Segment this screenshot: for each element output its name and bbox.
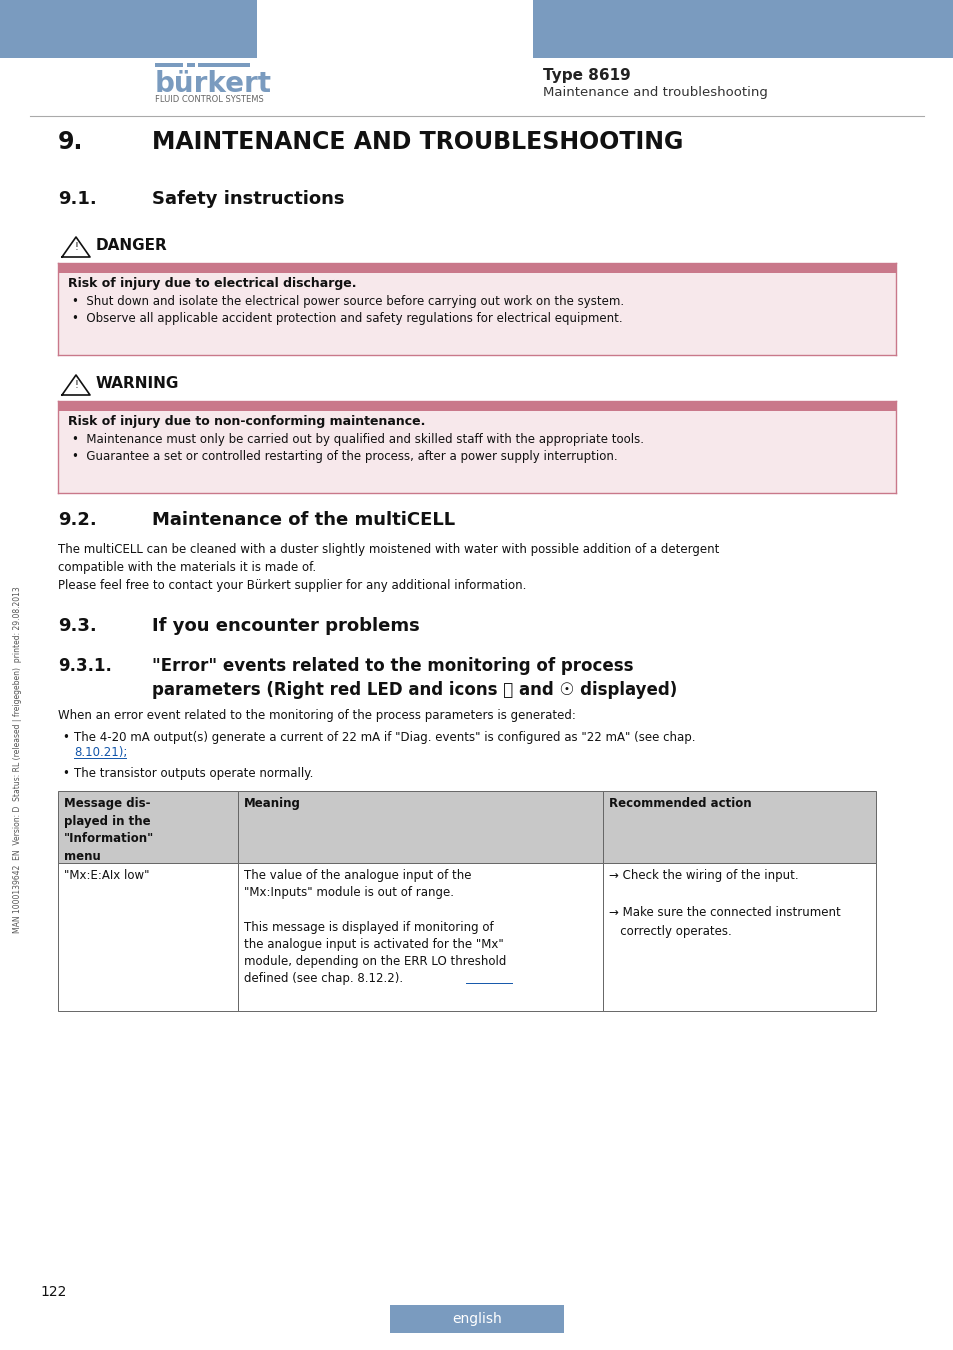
Bar [58, 791, 237, 863]
Text: Meaning: Meaning [244, 796, 300, 810]
Text: The multiCELL can be cleaned with a duster slightly moistened with water with po: The multiCELL can be cleaned with a dust… [58, 543, 719, 575]
Text: MAINTENANCE AND TROUBLESHOOTING: MAINTENANCE AND TROUBLESHOOTING [152, 130, 682, 154]
Text: Maintenance of the multiCELL: Maintenance of the multiCELL [152, 512, 455, 529]
Text: !: ! [74, 242, 78, 252]
Text: Safety instructions: Safety instructions [152, 190, 344, 208]
Bar [58, 263, 895, 273]
Text: Risk of injury due to non-conforming maintenance.: Risk of injury due to non-conforming mai… [68, 414, 425, 428]
Text: "Error" events related to the monitoring of process
parameters (Right red LED an: "Error" events related to the monitoring… [152, 657, 677, 699]
Bar [58, 273, 895, 355]
Text: The transistor outputs operate normally.: The transistor outputs operate normally. [74, 767, 313, 780]
Text: 9.1.: 9.1. [58, 190, 96, 208]
Text: Risk of injury due to electrical discharge.: Risk of injury due to electrical dischar… [68, 277, 356, 290]
Text: •  Guarantee a set or controlled restarting of the process, after a power supply: • Guarantee a set or controlled restarti… [71, 450, 617, 463]
Text: 8.10.21);: 8.10.21); [74, 747, 128, 759]
Bar [602, 863, 875, 1011]
Bar [237, 791, 602, 863]
Text: bürkert: bürkert [154, 70, 272, 99]
Bar [58, 410, 895, 493]
Text: Please feel free to contact your Bürkert supplier for any additional information: Please feel free to contact your Bürkert… [58, 579, 526, 593]
Bar [198, 63, 250, 68]
Text: The value of the analogue input of the
"Mx:Inputs" module is out of range.

This: The value of the analogue input of the "… [244, 869, 506, 985]
Text: DANGER: DANGER [96, 238, 168, 252]
Text: 9.3.: 9.3. [58, 617, 96, 634]
Text: 122: 122 [40, 1285, 67, 1299]
Text: 9.3.1.: 9.3.1. [58, 657, 112, 675]
Text: "Mx:E:AIx low": "Mx:E:AIx low" [64, 869, 150, 882]
Text: •  Shut down and isolate the electrical power source before carrying out work on: • Shut down and isolate the electrical p… [71, 296, 623, 308]
Text: Message dis-
played in the
"Information"
menu: Message dis- played in the "Information"… [64, 796, 154, 863]
Bar [237, 863, 602, 1011]
Text: •  Maintenance must only be carried out by qualified and skilled staff with the : • Maintenance must only be carried out b… [71, 433, 643, 446]
Text: When an error event related to the monitoring of the process parameters is gener: When an error event related to the monit… [58, 709, 576, 722]
Text: Recommended action: Recommended action [608, 796, 751, 810]
Bar [602, 791, 875, 863]
Text: •  Observe all applicable accident protection and safety regulations for electri: • Observe all applicable accident protec… [71, 312, 622, 325]
Bar [533, 0, 953, 58]
Bar [58, 863, 237, 1011]
Bar [0, 0, 256, 58]
Bar [187, 63, 194, 68]
Text: FLUID CONTROL SYSTEMS: FLUID CONTROL SYSTEMS [154, 95, 263, 104]
Text: •: • [62, 767, 69, 780]
Bar [154, 63, 183, 68]
Bar [58, 401, 895, 410]
Text: Type 8619: Type 8619 [542, 68, 630, 82]
Bar [390, 1305, 563, 1332]
Text: 9.: 9. [58, 130, 83, 154]
Text: •: • [62, 730, 69, 744]
Text: → Check the wiring of the input.

→ Make sure the connected instrument
   correc: → Check the wiring of the input. → Make … [608, 869, 840, 937]
Text: Maintenance and troubleshooting: Maintenance and troubleshooting [542, 86, 767, 99]
Text: !: ! [74, 379, 78, 390]
Text: 9.2.: 9.2. [58, 512, 96, 529]
Text: WARNING: WARNING [96, 377, 179, 392]
Text: If you encounter problems: If you encounter problems [152, 617, 419, 634]
Text: MAN 1000139642  EN  Version: D  Status: RL (released | freigegeben)  printed: 29: MAN 1000139642 EN Version: D Status: RL … [13, 587, 23, 933]
Text: english: english [452, 1312, 501, 1326]
Text: The 4-20 mA output(s) generate a current of 22 mA if "Diag. events" is configure: The 4-20 mA output(s) generate a current… [74, 730, 695, 744]
